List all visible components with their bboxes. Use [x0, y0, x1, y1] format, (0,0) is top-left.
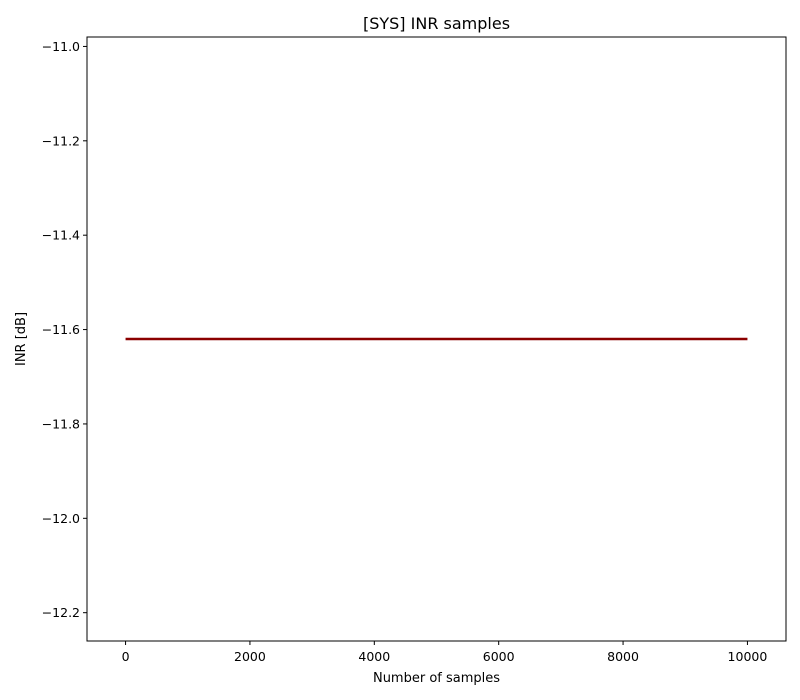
y-axis-ticks: −11.0 −11.2 −11.4 −11.6 −11.8 −12.0 −12.2 [42, 39, 87, 620]
x-tick-label: 8000 [607, 649, 639, 664]
y-tick-label: −11.0 [42, 39, 80, 54]
chart-title: [SYS] INR samples [363, 14, 510, 33]
y-tick-label: −11.8 [42, 416, 80, 431]
y-tick-label: −12.2 [42, 605, 80, 620]
x-tick-label: 2000 [234, 649, 266, 664]
x-tick-label: 6000 [483, 649, 515, 664]
y-tick-label: −11.6 [42, 322, 80, 337]
x-tick-label: 0 [122, 649, 130, 664]
y-tick-label: −12.0 [42, 511, 80, 526]
x-axis-label: Number of samples [373, 671, 500, 686]
x-axis-ticks: 0 2000 4000 6000 8000 10000 [122, 641, 768, 664]
plot-frame [86, 36, 787, 642]
x-tick-label: 4000 [358, 649, 390, 664]
y-tick-label: −11.2 [42, 133, 80, 148]
y-axis-label: INR [dB] [14, 312, 29, 366]
y-tick-label: −11.4 [42, 228, 80, 243]
x-tick-label: 10000 [728, 649, 768, 664]
